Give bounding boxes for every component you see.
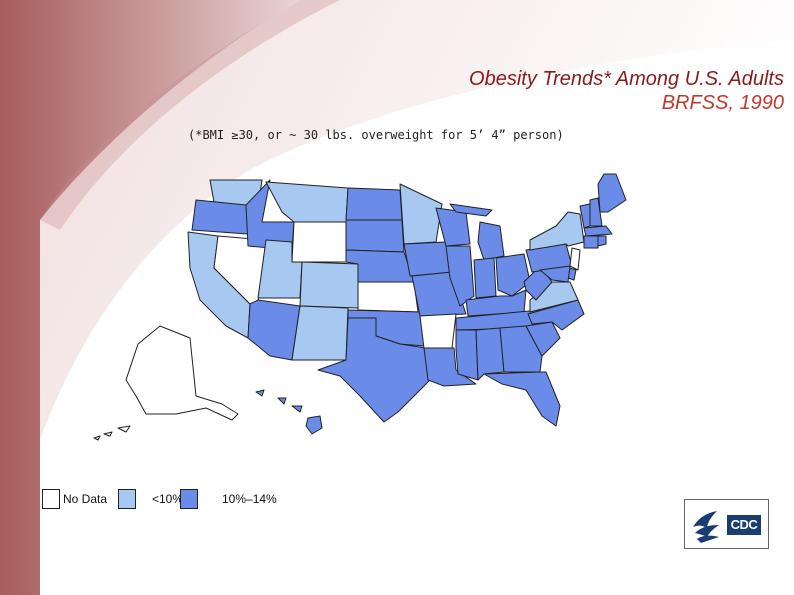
state-LA: [423, 347, 477, 387]
state-AK: [125, 325, 239, 421]
hhs-eagle-icon: [693, 511, 719, 543]
state-SD: [345, 219, 405, 253]
state-OH: [495, 253, 531, 297]
state-AR: [419, 313, 457, 349]
state-NM: [291, 305, 349, 361]
legend-swatch-no-data: [42, 489, 60, 509]
state-IN: [473, 257, 497, 299]
state-FL: [483, 371, 561, 427]
legend-label-no-data: No Data: [63, 492, 108, 506]
state-MS: [455, 329, 479, 381]
legend-label-lt10: <10%: [152, 492, 184, 506]
state-WI: [435, 207, 471, 247]
legend-swatch-10to14: [180, 489, 198, 509]
state-GA: [499, 325, 543, 373]
legend-label-10to14: 10%–14%: [222, 492, 277, 506]
state-CT: [583, 235, 599, 249]
state-MN: [399, 183, 443, 245]
legend-swatch-lt10: [118, 489, 136, 509]
chart-subtitle-year: BRFSS, 1990: [661, 92, 784, 114]
state-MT: [265, 181, 349, 223]
state-TX: [317, 317, 431, 423]
state-ME: [597, 173, 627, 213]
state-AL: [475, 327, 505, 381]
state-RI: [597, 235, 607, 247]
state-ND: [345, 187, 403, 221]
state-MD: [539, 265, 571, 283]
state-CO: [299, 261, 359, 309]
cdc-logo: CDC: [684, 499, 769, 549]
state-WY: [291, 221, 347, 263]
state-OR: [191, 199, 249, 235]
state-NJ: [569, 247, 581, 271]
state-NY: [529, 211, 585, 251]
alaska-islands: [93, 425, 131, 441]
state-MA: [583, 225, 613, 237]
state-HI: [255, 389, 323, 435]
chart-title: Obesity Trends* Among U.S. Adults: [469, 68, 784, 90]
state-AZ: [247, 299, 301, 361]
cdc-logo-text: CDC: [727, 515, 761, 535]
bmi-footnote: (*BMI ≥30, or ~ 30 lbs. overweight for 5…: [188, 128, 564, 142]
state-KS: [357, 281, 419, 313]
